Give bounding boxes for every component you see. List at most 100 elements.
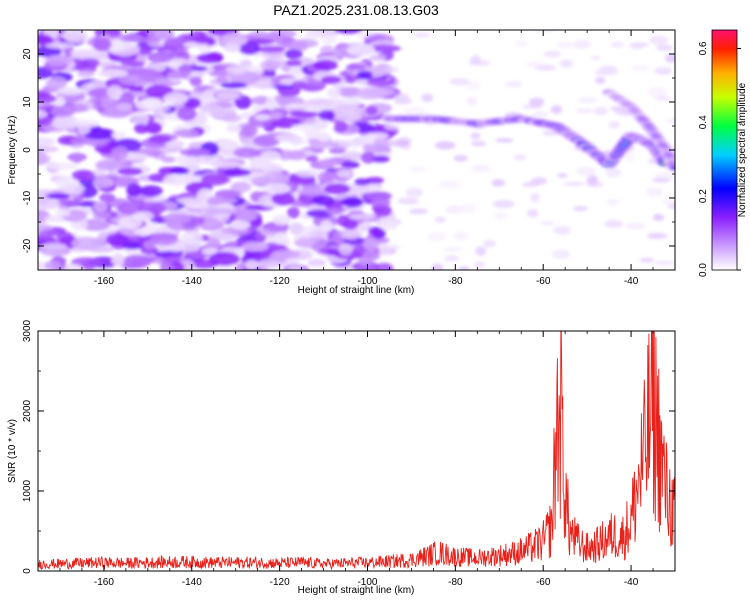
heatmap-cell [121,240,145,250]
heatmap-cell [233,147,259,159]
heatmap-cell [364,191,393,201]
heatmap-cell [291,123,320,131]
heatmap-cell [551,249,571,259]
heatmap-cell [470,132,481,140]
heatmap-cell [647,232,668,239]
heatmap-cell [92,37,112,51]
heatmap-cell [346,43,376,57]
heatmap-cell [631,64,650,72]
heatmap-cell [92,211,112,219]
heatmap-cell [77,122,91,135]
heatmap-cell [201,247,219,256]
heatmap-cell [649,35,669,45]
x-tick-label: -100 [357,276,377,287]
heatmap-cell [92,177,114,188]
heatmap-cell [259,59,282,71]
heatmap-cell [666,118,675,124]
heatmap-cell [46,76,67,90]
heatmap-cell [654,95,671,101]
heatmap-cell [312,59,338,71]
x-tick-label: -120 [270,276,290,287]
heatmap-cell [352,261,380,270]
y-tick-label: 0 [22,147,33,153]
heatmap-cell [117,216,143,229]
heatmap-cell [532,111,550,116]
heatmap-cell [288,265,303,270]
heatmap-cell [63,263,83,270]
heatmap-cell [245,259,259,270]
colorbar-tick-label: 0.0 [698,263,709,277]
heatmap-cell [383,124,402,131]
heatmap-cell [215,76,230,84]
heatmap-cell [656,44,673,52]
heatmap-cell [348,213,376,220]
heatmap-cell [338,243,353,256]
heatmap-cell [320,75,342,85]
spectrogram-ylabel: Frequency (Hz) [7,116,18,185]
heatmap-cell [163,92,189,106]
heatmap-cell [108,38,124,53]
heatmap-cell [449,77,470,86]
heatmap-cell [174,128,200,138]
heatmap-cell [573,39,591,50]
heatmap-cell [180,231,203,245]
heatmap-cell [335,86,364,98]
heatmap-cell [365,105,378,116]
heatmap-cell [439,180,461,189]
heatmap-cell [64,30,88,44]
heatmap-cell [99,193,116,203]
heatmap-cell [397,197,419,205]
heatmap-cell [563,181,585,186]
heatmap-cell [529,97,545,107]
heatmap-cell [117,167,143,176]
heatmap-cell [604,219,624,229]
heatmap-cell [468,60,491,66]
heatmap-cell [369,54,387,62]
heatmap-cell [652,177,671,183]
heatmap-cell [206,196,226,205]
heatmap-cell [405,187,423,198]
heatmap-cell [575,108,594,114]
heatmap-cell [367,132,389,139]
heatmap-cell [556,41,576,49]
heatmap-cell [295,41,309,52]
heatmap-cell [513,154,527,161]
heatmap-cell [362,238,379,251]
heatmap-cell [533,30,556,33]
heatmap-cell [158,167,177,175]
colorbar-tick-label: 0.6 [698,41,709,55]
heatmap-cell [221,114,242,123]
heatmap-cell [241,241,269,252]
heatmap-cell [77,70,95,78]
heatmap-cell [284,49,303,60]
heatmap-cell [470,140,487,147]
heatmap-cell [323,183,351,195]
heatmap-cell [654,260,675,266]
heatmap-cell [444,255,460,262]
chart-title: PAZ1.2025.231.08.13.G03 [273,2,439,18]
heatmap-cell [161,156,176,163]
heatmap-cell [214,190,241,199]
y-tick-label: 0 [22,568,33,574]
heatmap-cell [475,246,487,256]
heatmap-cell [38,34,54,46]
x-tick-label: -160 [94,577,114,588]
heatmap-cell [664,53,675,63]
heatmap-cell [226,124,241,133]
heatmap-cell [362,144,392,154]
heatmap-cell [409,208,429,215]
heatmap-cell [70,137,90,145]
heatmap-cell [249,156,271,169]
spectrogram-frame [37,29,676,271]
heatmap-cell [189,76,203,87]
heatmap-cell [434,141,456,150]
heatmap-cell [116,102,134,111]
heatmap-cell [515,39,529,47]
colorbar-gradient [711,29,738,271]
heatmap-cell [200,173,229,186]
heatmap-cell [342,219,359,230]
heatmap-cell [667,204,675,209]
heatmap-cell [303,98,334,106]
heatmap-cell [242,123,258,138]
heatmap-cell [71,169,95,182]
